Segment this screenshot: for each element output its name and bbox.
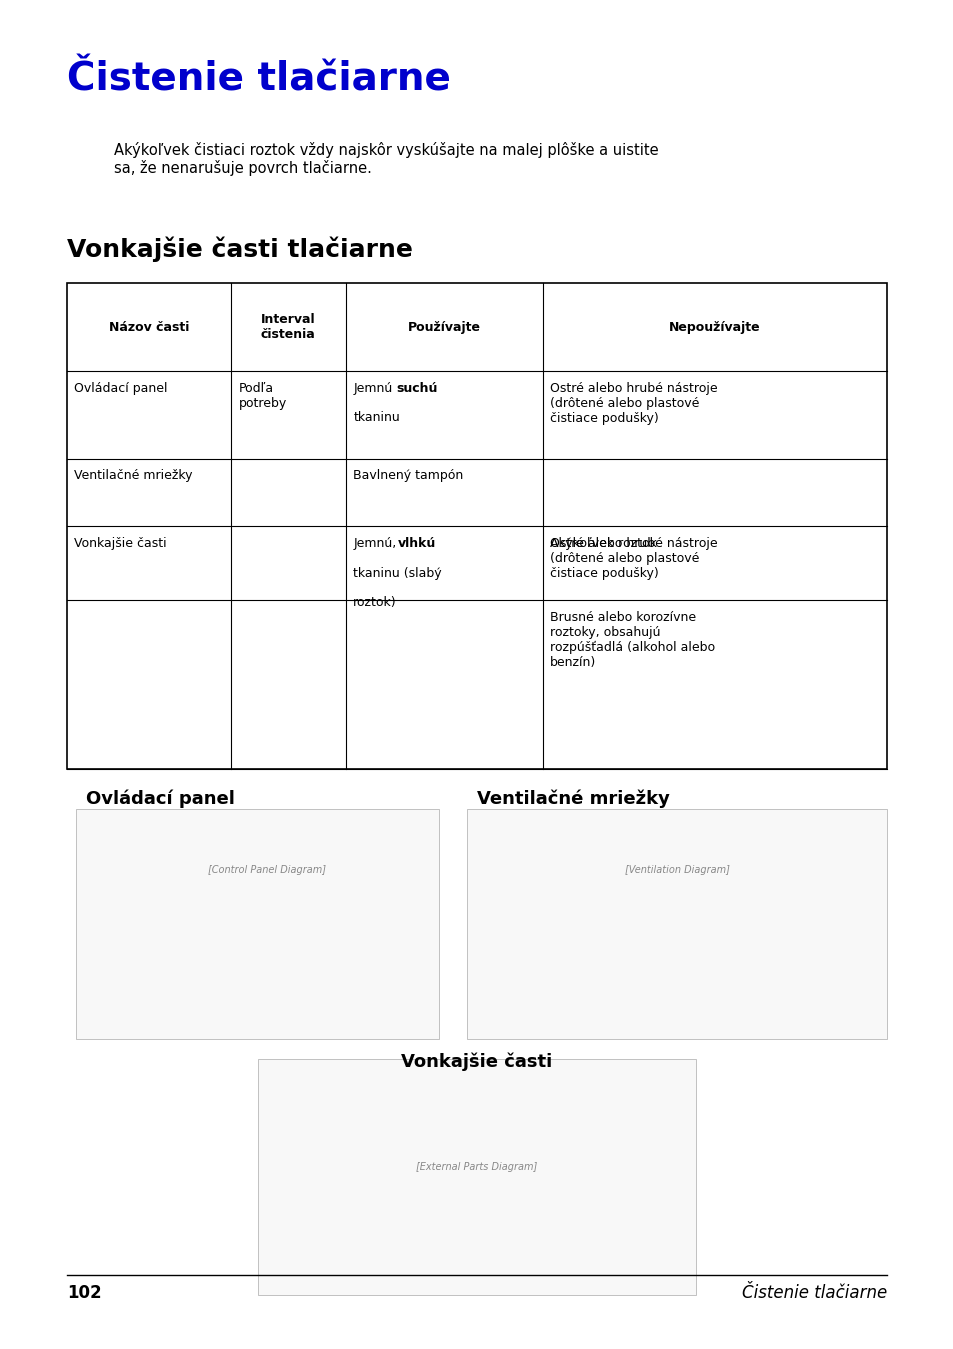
FancyBboxPatch shape: [76, 809, 438, 1039]
Text: Nepoužívajte: Nepoužívajte: [668, 321, 760, 333]
Text: Ventilačné mriežky: Ventilačné mriežky: [74, 469, 193, 483]
Text: Podľa
potreby: Podľa potreby: [238, 382, 287, 410]
FancyBboxPatch shape: [257, 1059, 696, 1295]
Text: tkaninu (slabý: tkaninu (slabý: [353, 567, 441, 580]
Text: Používajte: Používajte: [407, 321, 480, 333]
Text: Bavlnený tampón: Bavlnený tampón: [353, 469, 463, 483]
Text: Brusné alebo korozívne
roztoky, obsahujú
rozpúšťadlá (alkohol alebo
benzín): Brusné alebo korozívne roztoky, obsahujú…: [550, 611, 715, 669]
Text: Názov časti: Názov časti: [109, 321, 189, 333]
Text: 102: 102: [67, 1284, 101, 1302]
Text: Jemnú: Jemnú: [353, 382, 396, 395]
Text: Ostré alebo hrubé nástroje
(drôtené alebo plastové
čistiace podušky): Ostré alebo hrubé nástroje (drôtené aleb…: [550, 382, 718, 425]
Text: Čistenie tlačiarne: Čistenie tlačiarne: [67, 61, 450, 98]
Text: Vonkajšie časti: Vonkajšie časti: [401, 1052, 552, 1071]
Text: [Ventilation Diagram]: [Ventilation Diagram]: [624, 865, 729, 876]
Text: Akýkoľvek čistiaci roztok vždy najskôr vyskúšajte na malej plôške a uistite
sa, : Akýkoľvek čistiaci roztok vždy najskôr v…: [114, 142, 659, 177]
Bar: [67, 283, 886, 769]
Text: Vonkajšie časti: Vonkajšie časti: [74, 537, 167, 550]
Text: Interval
čistenia: Interval čistenia: [261, 313, 315, 341]
Text: roztok): roztok): [353, 596, 396, 610]
Text: [External Parts Diagram]: [External Parts Diagram]: [416, 1161, 537, 1172]
Text: Jemnú,: Jemnú,: [353, 537, 400, 550]
Text: tkaninu: tkaninu: [353, 411, 399, 425]
Text: Ostré alebo hrubé nástroje
(drôtené alebo plastové
čistiace podušky): Ostré alebo hrubé nástroje (drôtené aleb…: [550, 537, 718, 580]
Text: [Control Panel Diagram]: [Control Panel Diagram]: [208, 865, 326, 876]
Text: Akýkoľvek roztok: Akýkoľvek roztok: [550, 537, 657, 550]
Text: Ovládací panel: Ovládací panel: [86, 789, 234, 808]
Text: Vonkajšie časti tlačiarne: Vonkajšie časti tlačiarne: [67, 236, 413, 262]
Text: vlhkú: vlhkú: [397, 537, 436, 550]
Text: Čistenie tlačiarne: Čistenie tlačiarne: [741, 1284, 886, 1302]
FancyBboxPatch shape: [467, 809, 886, 1039]
Text: suchú: suchú: [395, 382, 437, 395]
Text: Ovládací panel: Ovládací panel: [74, 382, 168, 395]
Text: Ventilačné mriežky: Ventilačné mriežky: [476, 789, 669, 808]
